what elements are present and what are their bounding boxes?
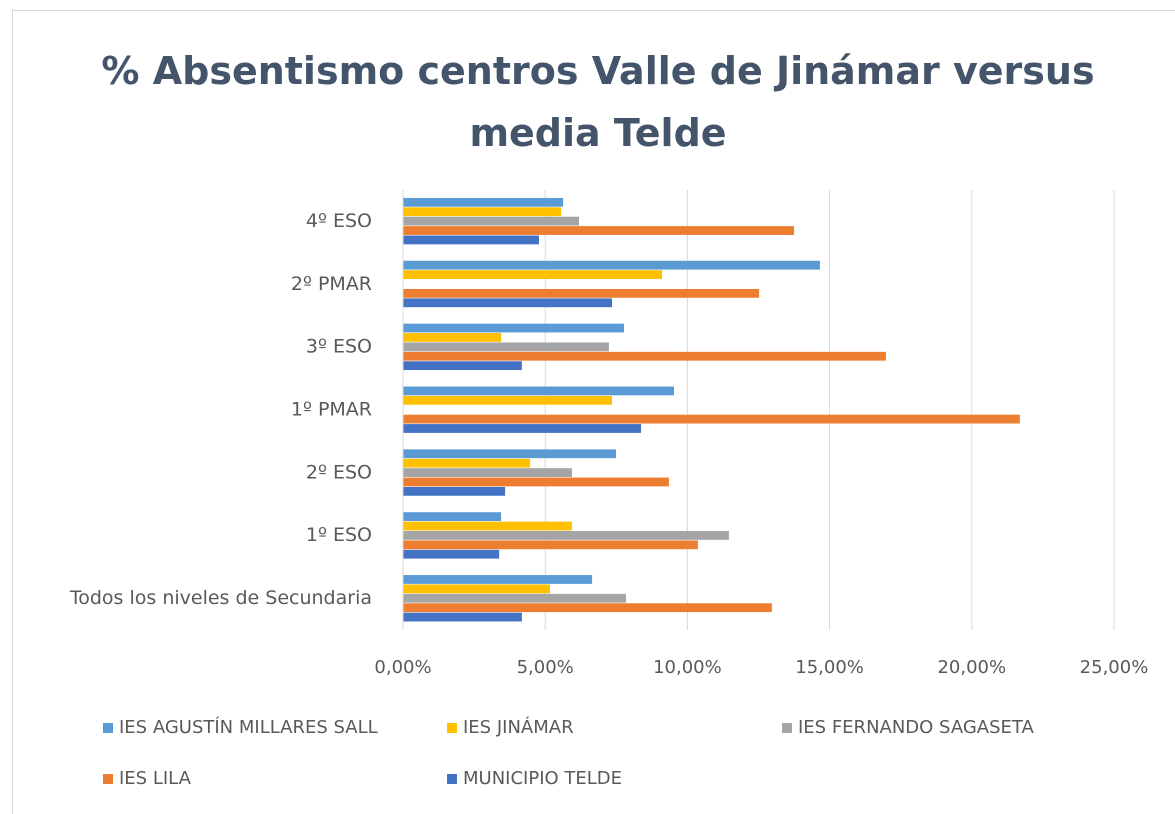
legend-label: MUNICIPIO TELDE bbox=[463, 768, 622, 789]
legend-label: IES JINÁMAR bbox=[463, 716, 574, 738]
bar bbox=[403, 584, 551, 594]
bar bbox=[403, 414, 1020, 424]
bar bbox=[403, 593, 626, 603]
legend-label: IES LILA bbox=[119, 768, 192, 789]
bar bbox=[403, 288, 760, 298]
bar bbox=[403, 540, 698, 550]
bar bbox=[403, 361, 522, 371]
bar bbox=[403, 226, 795, 235]
x-tick-label: 5,00% bbox=[517, 657, 574, 678]
y-tick-label: 4º ESO bbox=[306, 210, 372, 232]
y-tick-label: 1º PMAR bbox=[291, 399, 372, 421]
bar bbox=[403, 575, 593, 584]
y-tick-label: 2º ESO bbox=[306, 461, 372, 483]
x-tick-label: 0,00% bbox=[374, 657, 431, 678]
legend-swatch bbox=[447, 723, 457, 733]
x-tick-label: 10,00% bbox=[653, 657, 722, 678]
y-tick-label: 3º ESO bbox=[306, 336, 372, 358]
legend-swatch bbox=[103, 774, 113, 784]
bar bbox=[403, 197, 564, 207]
chart-frame bbox=[12, 10, 1175, 814]
x-tick-label: 15,00% bbox=[795, 657, 864, 678]
bar bbox=[403, 477, 669, 487]
x-tick-label: 20,00% bbox=[937, 657, 1006, 678]
bar bbox=[403, 612, 522, 622]
bar bbox=[403, 531, 729, 540]
bar bbox=[403, 603, 772, 613]
bar bbox=[403, 216, 580, 226]
bar bbox=[403, 512, 502, 522]
bar bbox=[403, 235, 539, 245]
bar bbox=[403, 342, 609, 352]
bar bbox=[403, 207, 562, 217]
bar bbox=[403, 323, 624, 333]
legend-label: IES FERNANDO SAGASETA bbox=[798, 717, 1034, 738]
bar bbox=[403, 395, 613, 405]
bar bbox=[403, 333, 502, 342]
bar bbox=[403, 424, 642, 433]
chart-title: % Absentismo centros Valle de Jinámar ve… bbox=[101, 49, 1095, 155]
legend-swatch bbox=[447, 774, 457, 784]
bar bbox=[403, 270, 663, 279]
bar bbox=[403, 486, 506, 496]
bar bbox=[403, 386, 675, 396]
bar bbox=[403, 260, 820, 270]
y-tick-label: 1º ESO bbox=[306, 524, 372, 546]
bar bbox=[403, 449, 617, 459]
bar bbox=[403, 298, 613, 308]
x-tick-label: 25,00% bbox=[1080, 657, 1149, 678]
bar bbox=[403, 458, 531, 468]
bar bbox=[403, 521, 572, 531]
y-tick-label: 2º PMAR bbox=[291, 273, 372, 295]
legend-label: IES AGUSTÍN MILLARES SALL bbox=[119, 716, 378, 738]
bar bbox=[403, 549, 500, 559]
legend-swatch bbox=[103, 723, 113, 733]
legend-swatch bbox=[782, 723, 792, 733]
bar bbox=[403, 351, 886, 361]
y-tick-label: Todos los niveles de Secundaria bbox=[69, 587, 372, 609]
bar bbox=[403, 468, 572, 477]
